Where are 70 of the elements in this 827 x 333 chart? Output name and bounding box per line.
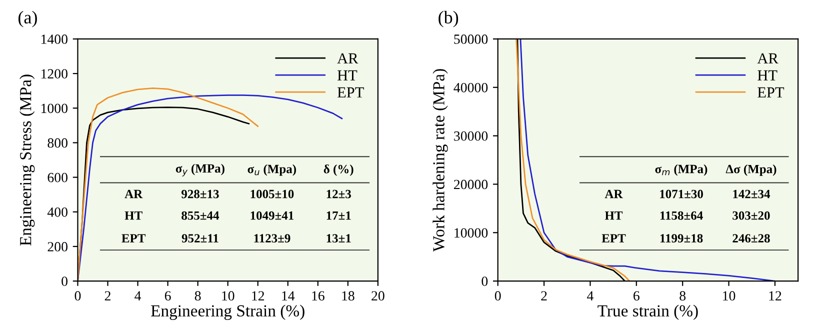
legend-label: HT (758, 70, 778, 80)
x-tick-label: 6 (634, 291, 640, 301)
x-tick-label: 4 (134, 291, 142, 300)
y-tick-label: 1200 (41, 69, 68, 78)
y-tick-label: 600 (48, 172, 68, 182)
x-tick-label: 12 (769, 291, 782, 300)
annotation: σ$_{m}$ (MPa) (655, 164, 708, 176)
y-axis-title: Work hardening rate (MPa) (432, 69, 448, 252)
annotation: Δσ (Mpa) (726, 164, 776, 176)
x-tick-label: 20 (372, 291, 384, 301)
x-tick-label: 2 (104, 291, 110, 300)
annotation: σ$_{y}$ (MPa) (176, 164, 224, 176)
x-tick-label: 6 (164, 291, 171, 301)
y-tick-label: 0 (62, 276, 68, 286)
x-tick-label: 0 (74, 291, 81, 301)
legend-label: AR (337, 53, 358, 64)
annotation: 1123±9 (254, 234, 290, 243)
x-tick-label: 0 (494, 291, 501, 301)
annotation: HT (604, 211, 623, 220)
legend-label: EPT (337, 87, 364, 98)
annotation: 17±1 (326, 211, 351, 220)
annotation: HT (124, 211, 142, 220)
x-axis-title: Engineering Strain (%) (151, 304, 304, 320)
chart-title: (a) (18, 10, 37, 28)
annotation: 1199±18 (660, 234, 703, 243)
annotation: EPT (122, 234, 146, 242)
annotation: EPT (602, 234, 626, 242)
y-tick-label: 10000 (454, 228, 488, 238)
annotation: 12±3 (326, 190, 351, 198)
x-tick-label: 10 (222, 291, 234, 301)
annotation: 13±1 (326, 234, 351, 243)
annotation: 855±44 (182, 211, 220, 220)
y-tick-label: 1000 (41, 104, 68, 114)
x-tick-label: 8 (194, 291, 201, 301)
annotation: 1005±10 (250, 190, 294, 198)
legend-label: EPT (758, 87, 784, 98)
y-tick-label: 400 (47, 207, 68, 217)
annotation: AR (604, 190, 623, 198)
x-axis-title: True strain (%) (598, 304, 698, 320)
y-tick-label: 0 (482, 276, 488, 286)
legend-label: AR (757, 53, 778, 64)
y-tick-label: 800 (48, 138, 68, 148)
y-axis-title: Engineering Stress (MPa) (20, 74, 35, 246)
x-tick-label: 16 (312, 291, 324, 301)
annotation: δ (%) (324, 164, 354, 176)
annotation: 952±11 (182, 234, 218, 243)
annotation: 928±13 (182, 190, 219, 198)
x-tick-label: 4 (587, 291, 594, 300)
y-tick-label: 20000 (454, 180, 488, 190)
annotation: σ$_{u}$ (Mpa) (248, 164, 296, 176)
x-tick-label: 10 (723, 291, 736, 301)
x-tick-label: 12 (252, 291, 264, 300)
y-tick-label: 1400 (41, 34, 68, 44)
y-tick-label: 30000 (454, 131, 488, 141)
annotation: 1049±41 (250, 211, 294, 220)
y-tick-label: 40000 (454, 82, 488, 92)
y-tick-label: 200 (48, 242, 68, 252)
annotation: 246±28 (732, 234, 770, 243)
x-tick-label: 2 (541, 291, 547, 300)
annotation: 1158±64 (660, 211, 703, 220)
y-tick-label: 50000 (454, 34, 488, 44)
x-tick-label: 14 (282, 291, 295, 300)
chart-title: (b) (438, 10, 458, 28)
annotation: 1071±30 (660, 190, 703, 198)
x-tick-label: 8 (680, 291, 686, 301)
annotation: 142±34 (733, 190, 770, 198)
legend-label: HT (337, 70, 358, 80)
annotation: 303±20 (732, 211, 770, 220)
x-tick-label: 18 (342, 291, 354, 301)
annotation: AR (124, 190, 143, 198)
